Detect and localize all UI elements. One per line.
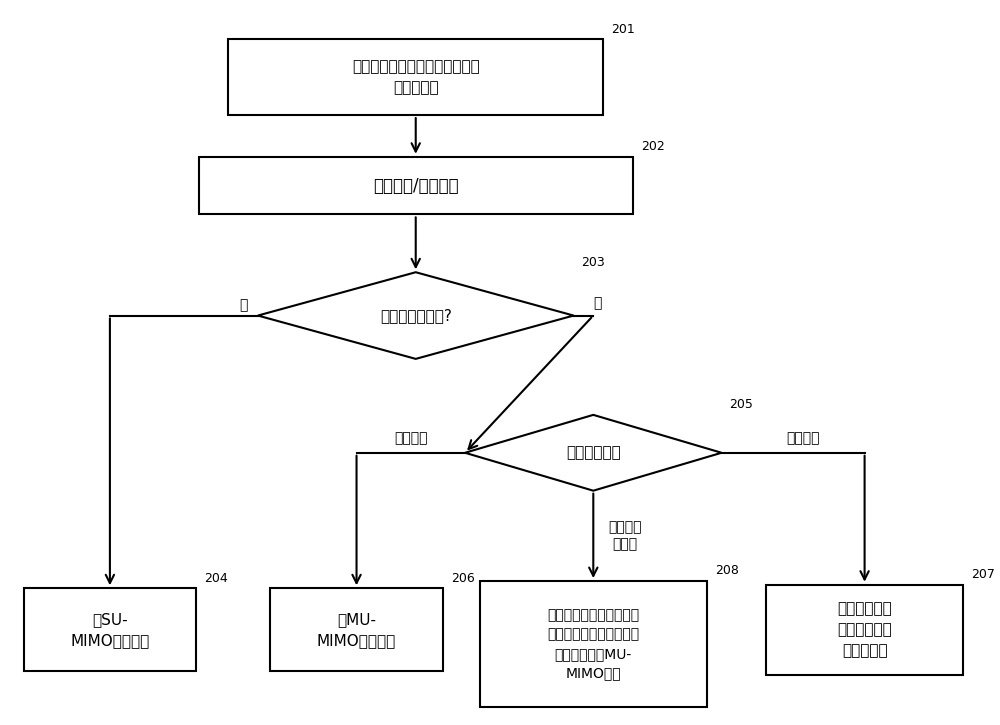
Text: 是: 是	[593, 296, 602, 310]
FancyBboxPatch shape	[24, 588, 196, 671]
Text: 按非正交多址
接入方式分配
非正交资源: 按非正交多址 接入方式分配 非正交资源	[837, 601, 892, 658]
Text: 208: 208	[715, 564, 739, 577]
Text: 按MU-
MIMO传输数据: 按MU- MIMO传输数据	[317, 612, 396, 647]
Text: 206: 206	[451, 571, 474, 584]
FancyBboxPatch shape	[228, 39, 603, 115]
Text: 203: 203	[581, 256, 605, 268]
Text: 207: 207	[971, 568, 995, 581]
Text: 组内终端: 组内终端	[786, 431, 820, 446]
Text: 202: 202	[641, 140, 664, 153]
Polygon shape	[258, 272, 574, 359]
Text: 否: 否	[240, 298, 248, 312]
Text: 按SU-
MIMO传输数据: 按SU- MIMO传输数据	[70, 612, 150, 647]
Text: 205: 205	[729, 398, 753, 411]
FancyBboxPatch shape	[766, 584, 963, 675]
Text: 组内和组
间用户: 组内和组 间用户	[608, 520, 642, 552]
Text: 204: 204	[204, 571, 228, 584]
Text: 根据各终端的信道空间特性对终
端进行分组: 根据各终端的信道空间特性对终 端进行分组	[352, 59, 480, 95]
Text: 配对终端类型: 配对终端类型	[566, 445, 621, 460]
Text: 组内终端：按非正交多址
接入方式分配非正交资源
组间终端：按MU-
MIMO方式: 组内终端：按非正交多址 接入方式分配非正交资源 组间终端：按MU- MIMO方式	[547, 608, 639, 681]
FancyBboxPatch shape	[199, 157, 633, 215]
FancyBboxPatch shape	[270, 588, 443, 671]
Text: 有终端配对发生?: 有终端配对发生?	[380, 308, 452, 323]
Text: 201: 201	[611, 22, 635, 36]
Text: 基站上行/下行调度: 基站上行/下行调度	[373, 177, 459, 194]
Polygon shape	[465, 415, 722, 491]
Text: 组间终端: 组间终端	[394, 431, 428, 446]
FancyBboxPatch shape	[480, 581, 707, 708]
